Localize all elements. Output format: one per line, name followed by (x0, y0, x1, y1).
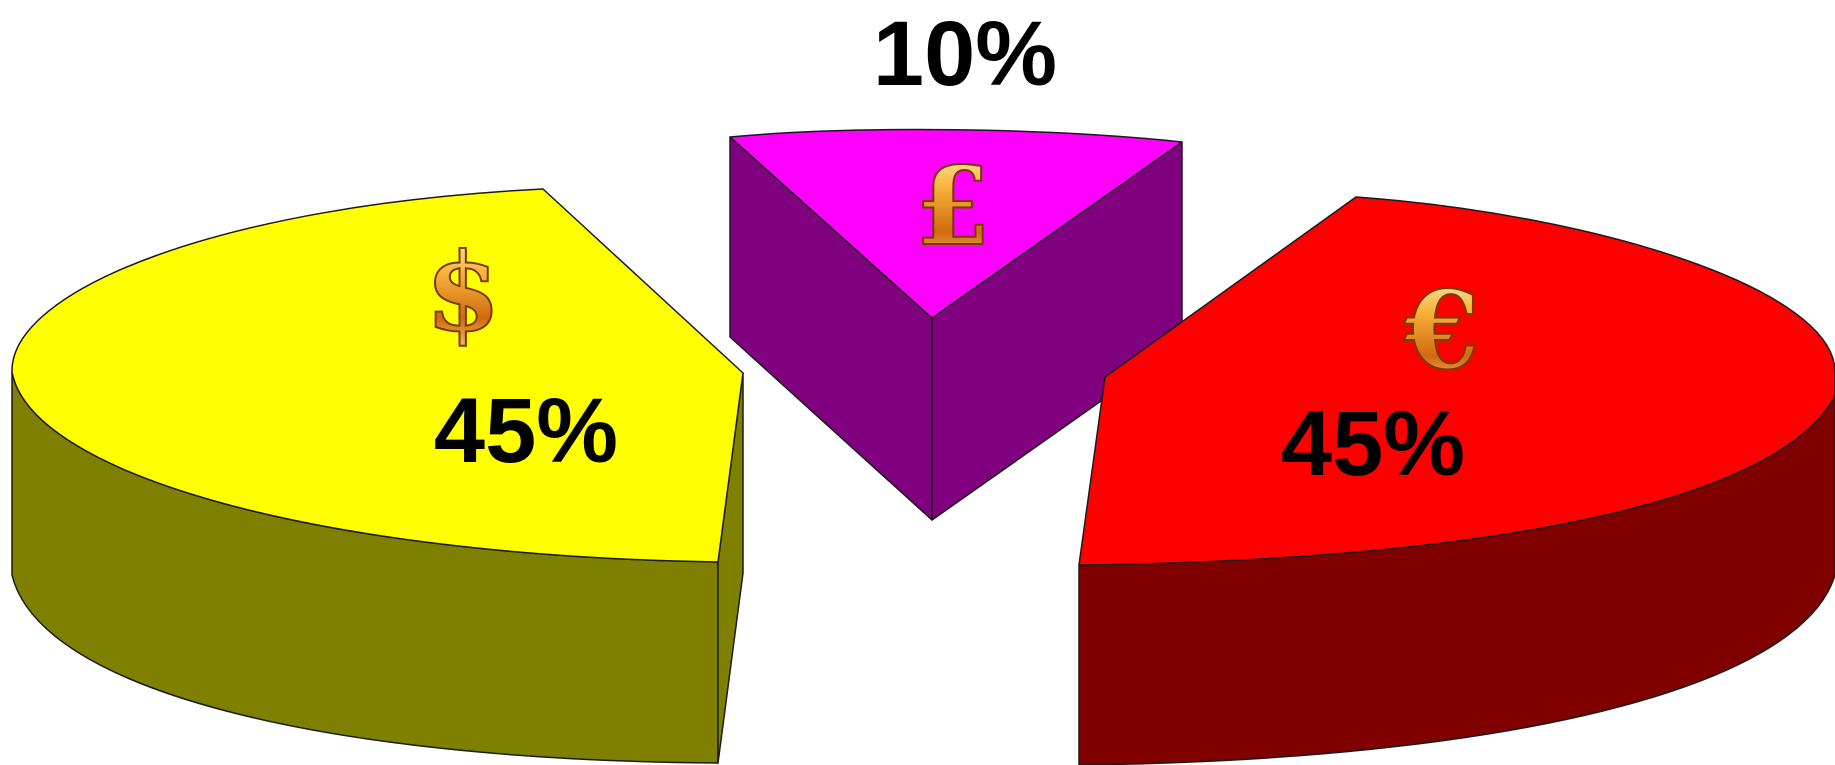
data-label-dollar: 45% (434, 380, 618, 482)
pound-sign-icon: £ (915, 144, 990, 270)
slice-dollar (11, 188, 744, 764)
slice-euro-top (1078, 196, 1835, 566)
dollar-sign-icon: $ (425, 230, 500, 356)
slice-dollar-top (11, 188, 744, 563)
data-label-euro: 45% (1281, 393, 1465, 495)
euro-sign-icon: € (1403, 268, 1479, 394)
data-label-pound: 10% (873, 3, 1057, 105)
slice-pound (729, 128, 1183, 521)
slice-pound-top (729, 128, 1183, 319)
slice-euro (1078, 196, 1835, 765)
